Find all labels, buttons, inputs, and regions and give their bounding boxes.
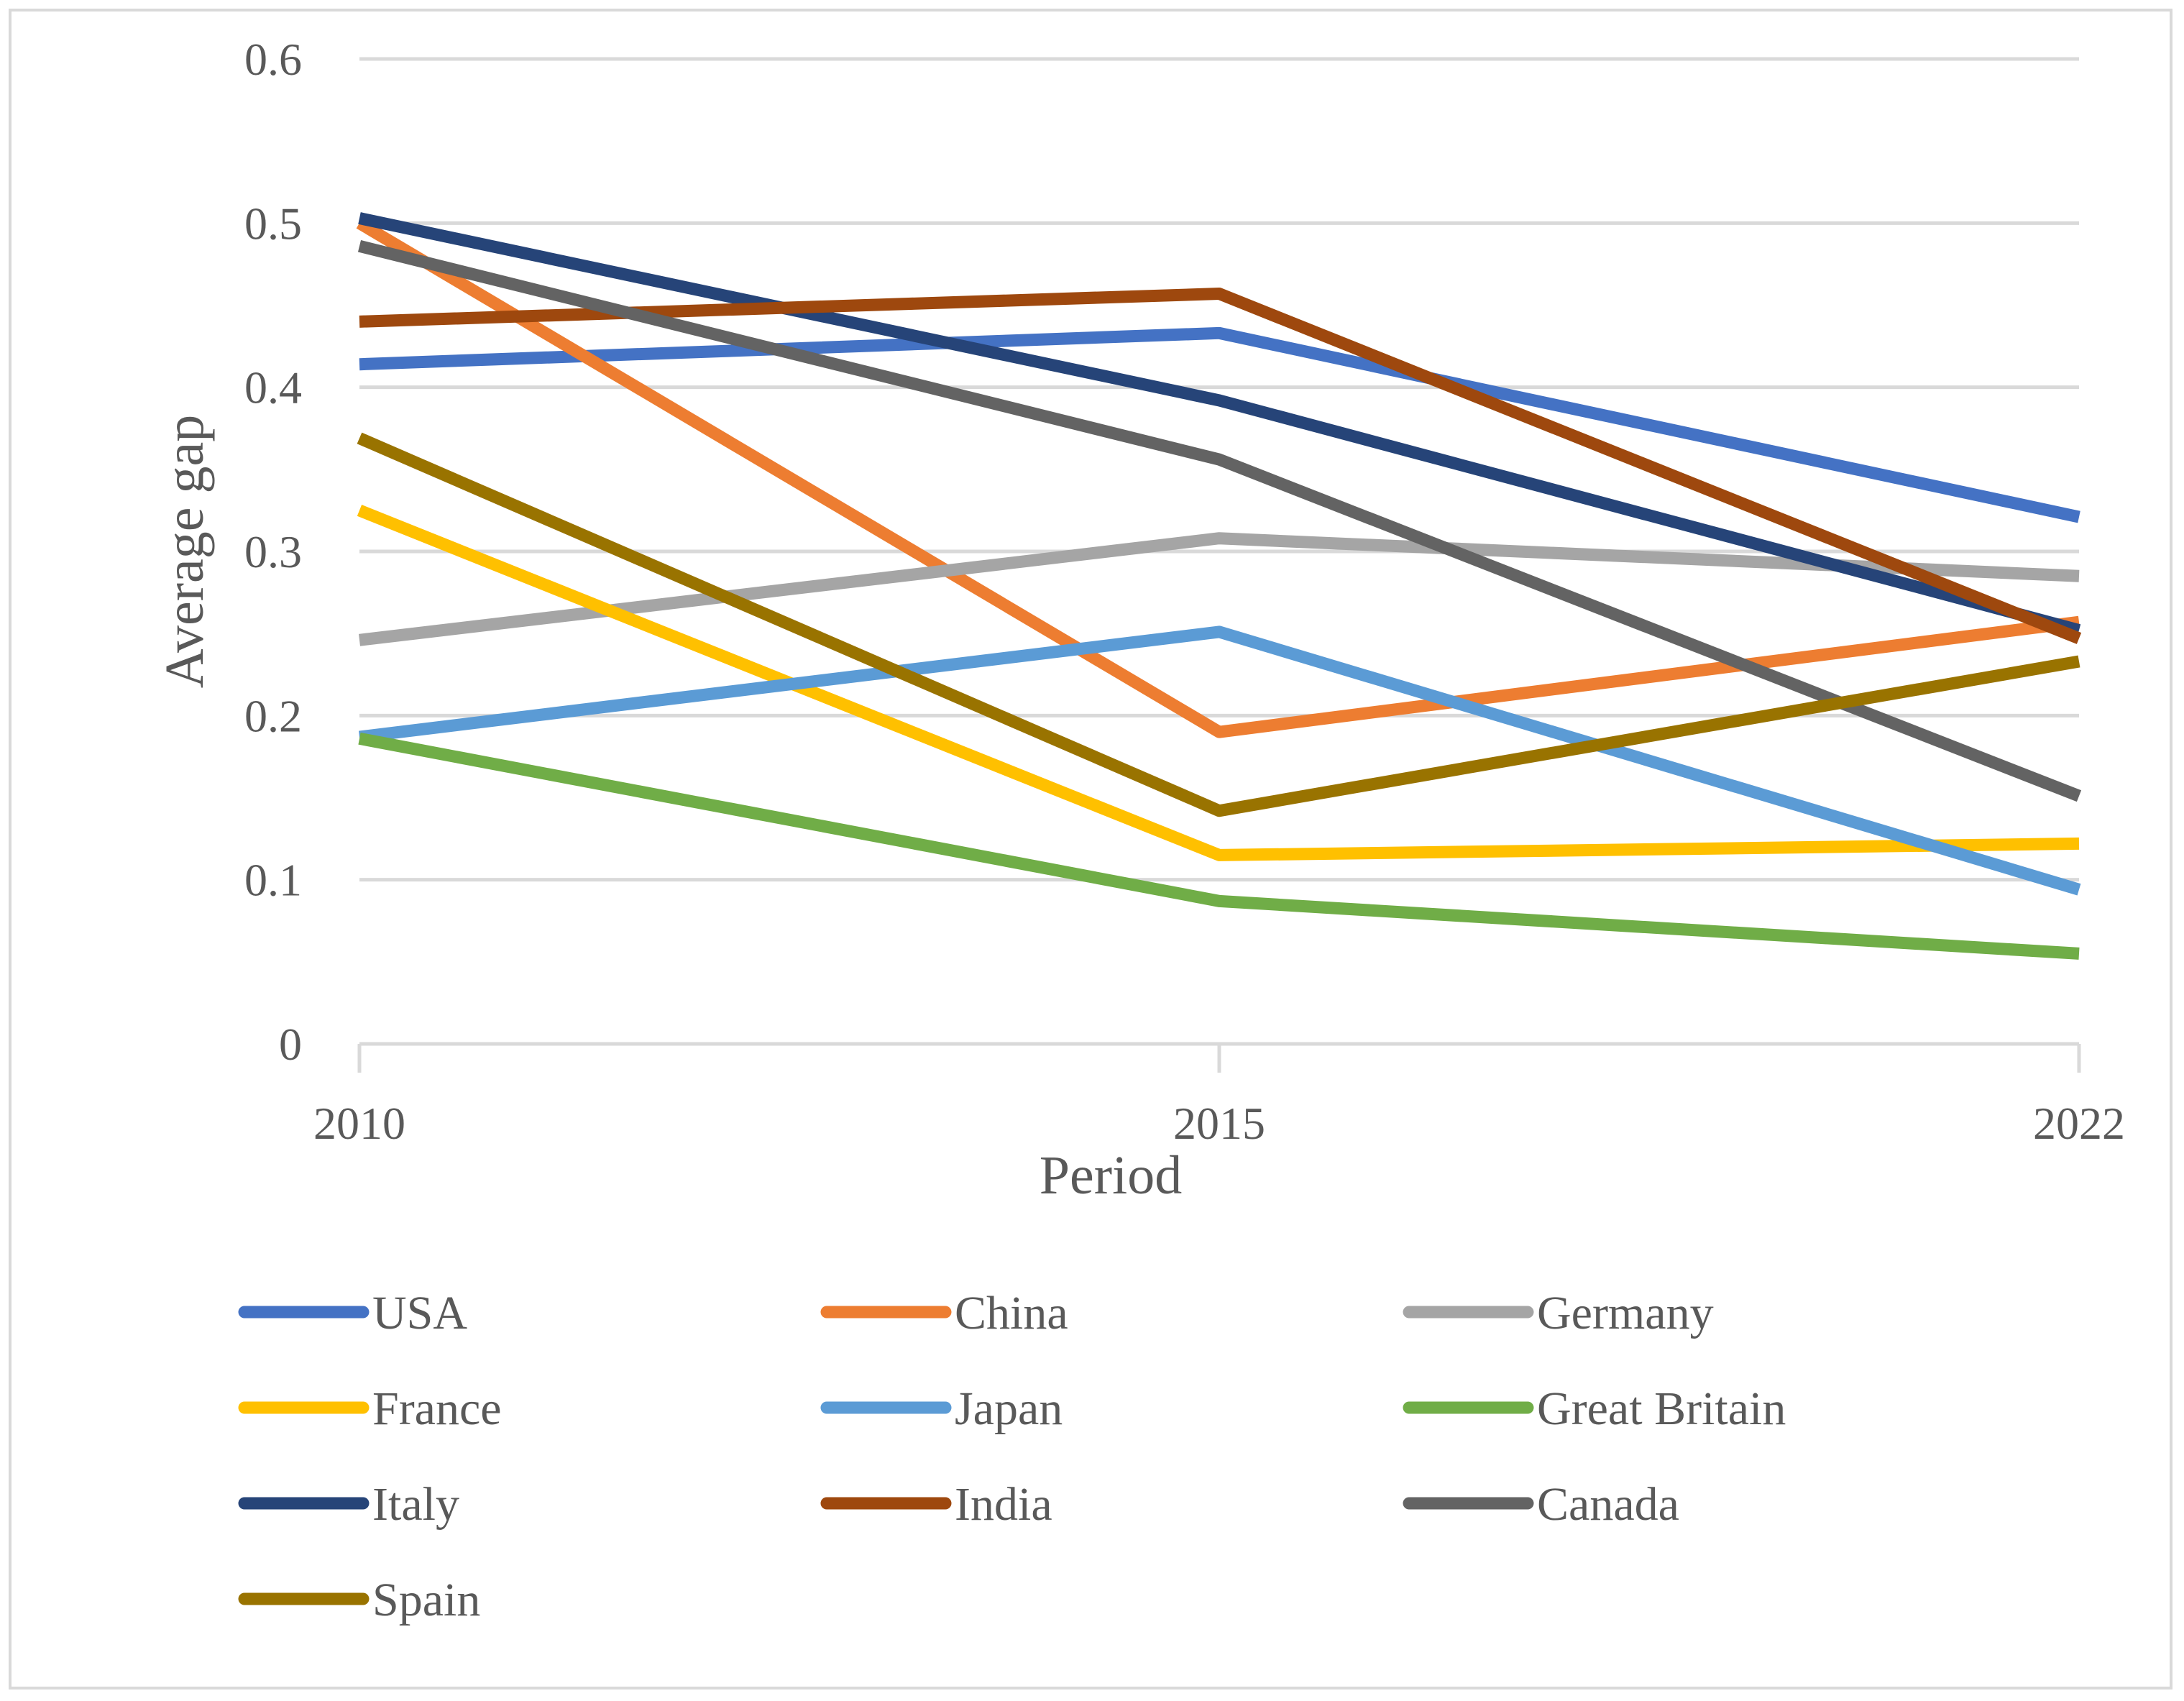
series-line-china: [356, 218, 2080, 738]
legend-label: China: [955, 1287, 1068, 1339]
series-lines: [356, 212, 2082, 960]
x-tick-label: 2015: [1173, 1098, 1265, 1149]
legend-label: Great Britain: [1537, 1383, 1786, 1435]
y-tick-label: 0.2: [244, 690, 302, 741]
x-axis-title: Period: [1040, 1145, 1182, 1206]
y-tick-label: 0.1: [244, 855, 302, 906]
legend-label: India: [955, 1478, 1052, 1531]
y-axis-tick-labels: 0 0.1 0.2 0.3 0.4 0.5 0.6: [244, 34, 302, 1070]
legend-label: Canada: [1537, 1478, 1679, 1531]
y-tick-label: 0.3: [244, 526, 302, 577]
x-tick-label: 2022: [2033, 1098, 2125, 1149]
gridlines: [359, 57, 2079, 882]
series-line-germany: [359, 532, 2080, 646]
series-line-spain: [357, 432, 2080, 817]
series-line-canada: [357, 240, 2082, 802]
legend-label: Italy: [372, 1478, 459, 1531]
series-line-france: [357, 505, 2080, 861]
legend-label: Spain: [372, 1574, 480, 1626]
legend-label: France: [372, 1383, 502, 1435]
series-line-great-britain: [358, 732, 2080, 960]
legend-label: USA: [372, 1287, 467, 1339]
x-tick-label: 2010: [313, 1098, 405, 1149]
y-tick-label: 0.5: [244, 198, 302, 249]
y-tick-label: 0.6: [244, 34, 302, 85]
legend-label: Germany: [1537, 1287, 1714, 1339]
legend: USA China Germany France Japan Great Britain I…: [238, 1287, 1786, 1626]
series-line-italy: [358, 212, 2081, 636]
y-tick-label: 0.4: [244, 362, 302, 413]
y-tick-label: 0: [279, 1019, 302, 1070]
legend-label: Japan: [955, 1383, 1063, 1435]
series-line-usa: [359, 326, 2080, 523]
series-line-japan: [358, 625, 2081, 896]
y-axis-title: Average gap: [155, 415, 215, 688]
x-axis-ticks: 2010 2015 2022: [313, 1044, 2125, 1149]
